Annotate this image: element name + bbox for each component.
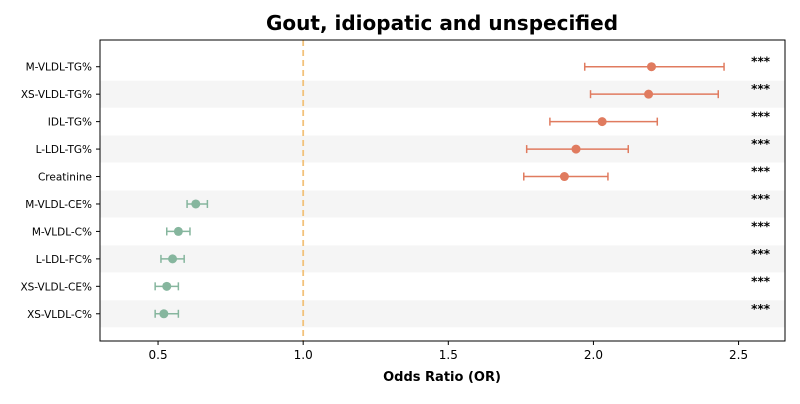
odds-ratio-point xyxy=(168,254,178,264)
significance-label: *** xyxy=(751,302,771,316)
odds-ratio-point xyxy=(162,281,172,291)
significance-label: *** xyxy=(751,247,771,261)
x-tick-label: 2.5 xyxy=(729,348,748,362)
row-band xyxy=(100,190,785,218)
labels: Gout, idiopatic and unspecified Odds Rat… xyxy=(20,11,770,385)
significance-label: *** xyxy=(751,192,771,206)
significance-label: *** xyxy=(751,82,771,96)
x-tick-label: 0.5 xyxy=(149,348,168,362)
significance-label: *** xyxy=(751,55,771,69)
y-tick-label: IDL-TG% xyxy=(48,117,92,129)
y-tick-label: XS-VLDL-TG% xyxy=(21,89,92,101)
y-tick-label: Creatinine xyxy=(38,172,92,184)
x-tick-label: 1.5 xyxy=(439,348,458,362)
odds-ratio-point xyxy=(559,172,569,182)
x-tick-label: 2.0 xyxy=(584,348,603,362)
odds-ratio-point xyxy=(571,144,581,154)
odds-ratio-point xyxy=(159,309,169,319)
y-tick-label: L-LDL-TG% xyxy=(36,144,92,156)
odds-ratio-point xyxy=(644,89,654,99)
axes xyxy=(96,39,786,345)
row-band xyxy=(100,300,785,328)
row-band xyxy=(100,245,785,273)
row-bands xyxy=(100,80,785,328)
significance-label: *** xyxy=(751,219,771,233)
y-tick-label: M-VLDL-C% xyxy=(32,226,92,238)
odds-ratio-point xyxy=(191,199,201,209)
plot-frame xyxy=(99,39,786,342)
odds-ratio-point xyxy=(646,62,656,72)
odds-ratio-point xyxy=(597,117,607,127)
y-tick-label: M-VLDL-TG% xyxy=(26,62,92,74)
odds-ratio-point xyxy=(173,226,183,236)
significance-label: *** xyxy=(751,110,771,124)
x-axis-label: Odds Ratio (OR) xyxy=(383,370,501,385)
y-tick-label: XS-VLDL-CE% xyxy=(20,281,92,293)
y-tick-label: M-VLDL-CE% xyxy=(25,199,92,211)
significance-label: *** xyxy=(751,137,771,151)
significance-label: *** xyxy=(751,274,771,288)
y-tick-label: XS-VLDL-C% xyxy=(27,309,92,321)
y-tick-label: L-LDL-FC% xyxy=(36,254,92,266)
chart-title: Gout, idiopatic and unspecified xyxy=(266,11,618,35)
data-marks xyxy=(154,62,725,319)
row-band xyxy=(100,135,785,163)
x-tick-label: 1.0 xyxy=(294,348,313,362)
significance-label: *** xyxy=(751,165,771,179)
